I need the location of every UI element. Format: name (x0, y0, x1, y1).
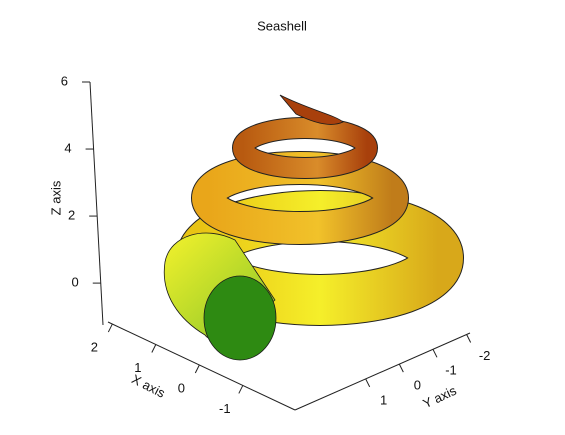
tick-mark (194, 364, 200, 374)
x-tick-label: 0 (178, 380, 185, 395)
tick-mark (398, 363, 404, 373)
chart-title: Seashell (257, 18, 307, 33)
z-tick-label: 6 (61, 73, 68, 88)
tick-mark (466, 334, 472, 343)
tick-mark (432, 349, 438, 358)
seashell-surface (163, 94, 464, 361)
y-tick-label: 0 (414, 378, 421, 393)
x-axis (107, 321, 296, 411)
x-tick-label: 1 (134, 360, 141, 375)
tick-mark (107, 323, 113, 333)
coil-top (233, 118, 377, 178)
shell-tip (279, 94, 344, 125)
y-axis-label: Y axis (420, 383, 459, 412)
z-tick-label: 2 (68, 208, 75, 223)
tick-mark (365, 378, 371, 388)
y-tick-label: -2 (479, 348, 491, 363)
x-tick-label: -1 (219, 401, 231, 416)
tick-mark (151, 344, 157, 353)
tick-mark (238, 385, 244, 394)
z-tick-label: 0 (72, 275, 79, 290)
tube-opening (203, 275, 277, 361)
z-tick-label: 4 (64, 140, 71, 155)
z-axis (89, 81, 104, 326)
y-tick-label: -1 (445, 363, 457, 378)
y-axis (294, 332, 471, 411)
z-axis-label: Z axis (48, 180, 63, 215)
x-tick-label: 2 (91, 339, 98, 354)
axes (89, 81, 471, 411)
x-axis-label: X axis (129, 371, 168, 401)
y-tick-label: 1 (380, 392, 387, 407)
